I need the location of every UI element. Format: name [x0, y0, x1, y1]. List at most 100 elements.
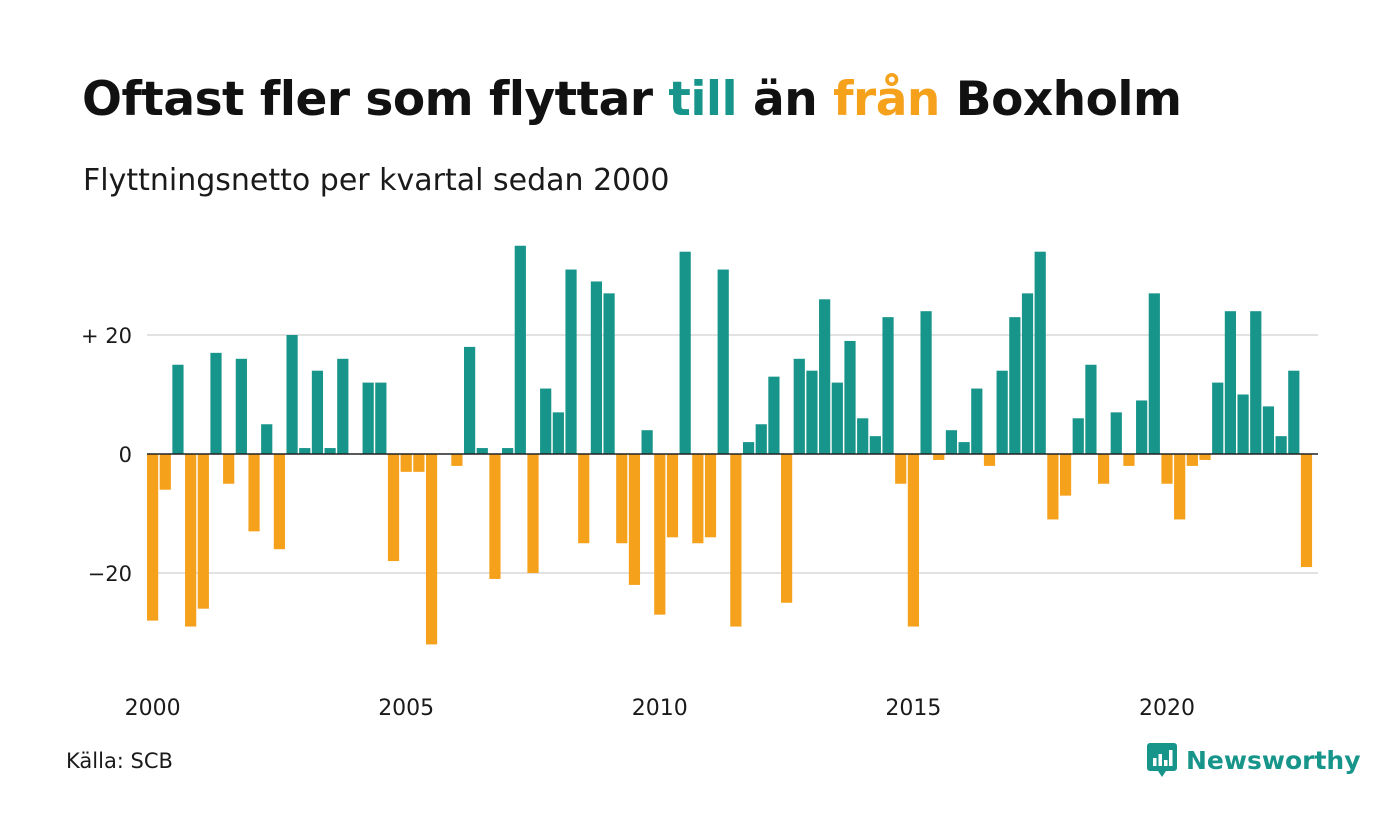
bar	[793, 358, 805, 454]
bar	[654, 454, 666, 615]
bar	[1098, 454, 1110, 484]
bar	[616, 454, 628, 544]
x-tick-label: 2005	[378, 696, 434, 721]
bar	[895, 454, 907, 484]
bar	[1237, 394, 1249, 454]
bar	[223, 454, 235, 484]
title-word-fran: från	[833, 72, 940, 127]
bar	[1174, 454, 1186, 520]
bar-chart: + 20 0 −20 2000 2005 2010 2015 2020	[81, 245, 1318, 721]
x-tick-label: 2010	[632, 696, 688, 721]
bar	[540, 388, 552, 454]
bar	[971, 388, 983, 454]
bar	[197, 454, 209, 609]
bar	[1262, 406, 1275, 454]
bar	[857, 418, 869, 454]
chart-subtitle: Flyttningsnetto per kvartal sedan 2000	[83, 163, 670, 198]
bar-chart-icon	[1147, 743, 1177, 777]
x-tick-label: 2020	[1139, 696, 1195, 721]
y-tick-label: + 20	[81, 324, 132, 348]
bar	[489, 454, 501, 579]
bar	[1123, 454, 1135, 466]
bar	[742, 442, 755, 454]
bar	[692, 454, 704, 544]
bar	[933, 454, 945, 460]
bar	[413, 454, 425, 472]
bar	[185, 454, 197, 627]
bar	[768, 376, 780, 454]
bar	[210, 352, 222, 454]
bars	[147, 245, 1313, 645]
bar	[945, 430, 958, 454]
bar	[704, 454, 717, 538]
bar	[324, 448, 336, 454]
bar	[882, 317, 894, 454]
y-tick-label: −20	[88, 562, 132, 586]
bar	[1009, 317, 1021, 454]
bar	[666, 454, 679, 538]
bar	[1072, 418, 1084, 454]
bar	[1288, 370, 1300, 454]
bar	[1250, 311, 1262, 454]
bar	[679, 251, 691, 454]
bar	[502, 448, 514, 454]
source-note: Källa: SCB	[66, 749, 173, 773]
bar	[983, 454, 996, 466]
bar	[286, 335, 298, 454]
brand-name: Newsworthy	[1186, 745, 1361, 775]
title-part-1: Oftast fler som flyttar	[82, 72, 669, 127]
x-tick-label: 2015	[885, 696, 941, 721]
bar	[1110, 412, 1122, 454]
bar	[400, 454, 412, 472]
bar	[311, 370, 324, 454]
bar	[958, 442, 970, 454]
bar	[299, 448, 311, 454]
chart-title: Oftast fler som flyttar till än från Box…	[82, 72, 1182, 127]
bar	[920, 311, 932, 454]
bar	[590, 281, 602, 454]
bar	[1199, 454, 1211, 460]
bar	[1047, 454, 1059, 520]
bar	[730, 454, 742, 627]
bar	[1085, 364, 1097, 454]
bar	[261, 424, 273, 454]
bar	[755, 424, 767, 454]
bar	[1059, 454, 1072, 496]
bar	[514, 245, 526, 454]
bar	[273, 454, 285, 550]
bar	[603, 293, 615, 454]
bar	[362, 382, 374, 454]
bar	[147, 454, 159, 621]
bar	[781, 454, 793, 603]
x-tick-label: 2000	[125, 696, 181, 721]
bar	[628, 454, 641, 585]
bar	[717, 269, 729, 454]
bar	[552, 412, 564, 454]
bar	[235, 358, 247, 454]
bar	[1275, 436, 1287, 454]
bar	[565, 269, 577, 454]
bar	[1186, 454, 1198, 466]
bar	[1212, 382, 1224, 454]
bar	[387, 454, 400, 562]
bar	[451, 454, 463, 466]
bar	[578, 454, 590, 544]
bar	[806, 370, 818, 454]
bar	[159, 454, 171, 490]
bar	[375, 382, 387, 454]
bar	[844, 340, 856, 454]
bar	[248, 454, 260, 532]
bar	[1161, 454, 1173, 484]
bar	[641, 430, 653, 454]
title-word-till: till	[668, 72, 738, 127]
bar	[1148, 293, 1160, 454]
title-part-5: Boxholm	[939, 72, 1182, 127]
bar	[907, 454, 919, 627]
bar	[1034, 251, 1046, 454]
bar	[1224, 311, 1236, 454]
bar	[831, 382, 843, 454]
y-tick-label: 0	[119, 443, 132, 467]
axis: + 20 0 −20 2000 2005 2010 2015 2020	[81, 324, 1318, 721]
bar	[476, 448, 488, 454]
bar	[172, 364, 184, 454]
